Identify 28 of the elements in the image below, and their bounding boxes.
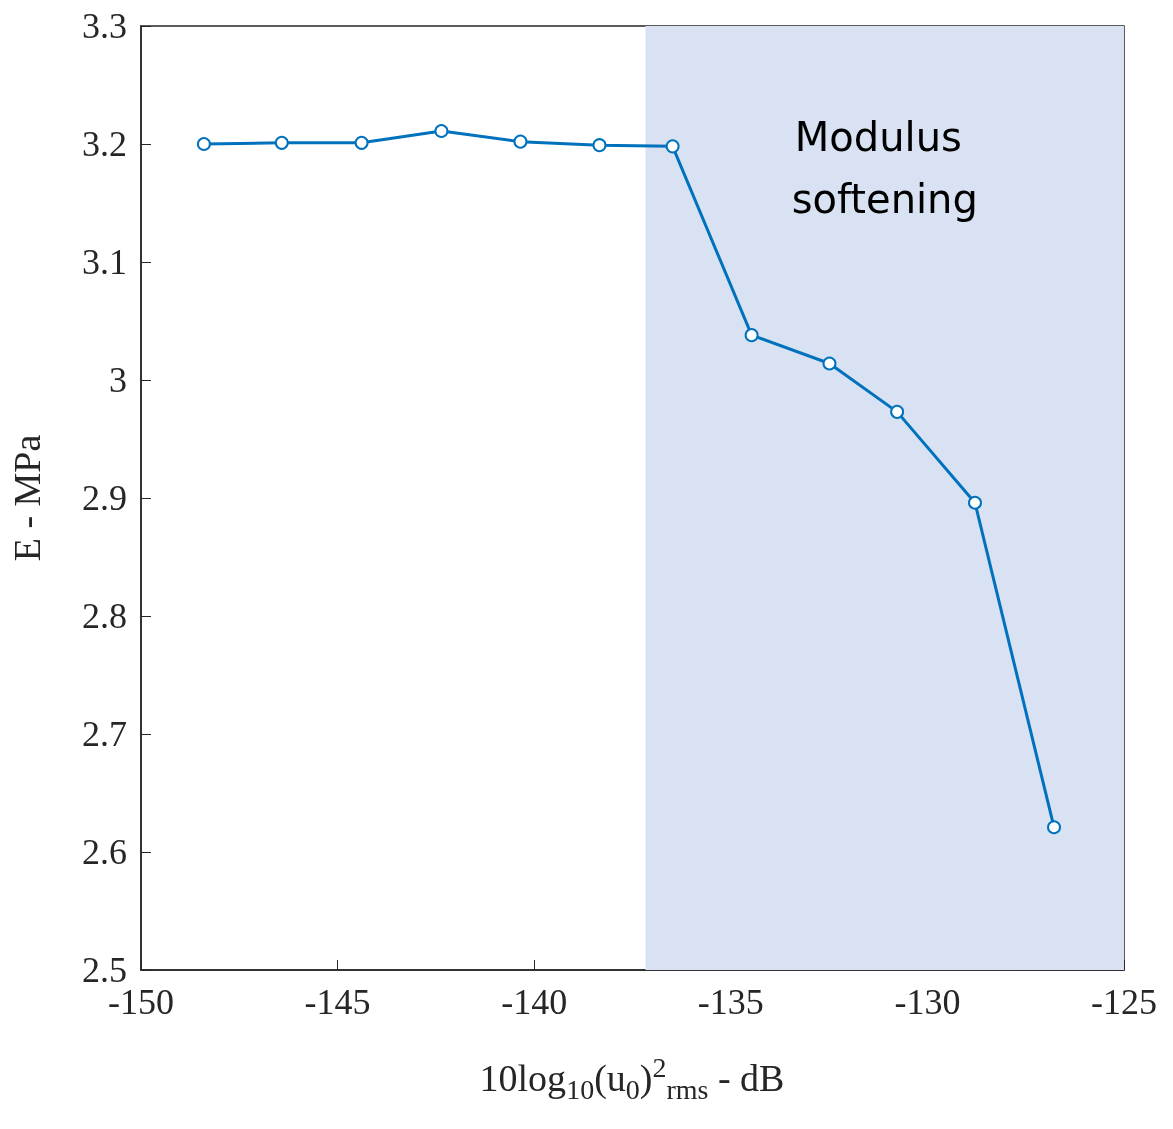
y-tick-label: 3.2 bbox=[82, 124, 127, 164]
x-tick-label: -145 bbox=[304, 982, 371, 1022]
band-label: Modulus softening bbox=[791, 114, 978, 222]
x-tick-label: -140 bbox=[501, 982, 568, 1022]
x-axis-title: 10log$_{10}$(u$_{0}$)$^{2}$$_{rms}$ - dB bbox=[478, 1052, 786, 1107]
y-tick-label: 3.3 bbox=[82, 6, 127, 46]
y-tick-label: 2.6 bbox=[82, 832, 127, 872]
point bbox=[744, 328, 759, 343]
point bbox=[822, 356, 837, 371]
point bbox=[354, 135, 369, 150]
y-tick-label: 2.7 bbox=[82, 714, 127, 754]
point bbox=[434, 124, 449, 139]
point bbox=[513, 134, 528, 149]
point bbox=[196, 137, 211, 151]
point bbox=[890, 404, 905, 419]
y-tick-label: 2.9 bbox=[82, 478, 127, 518]
y-tick-label: 3 bbox=[109, 360, 127, 400]
point bbox=[665, 139, 680, 154]
point bbox=[274, 135, 289, 150]
x-tick-label: -135 bbox=[697, 982, 764, 1022]
x-tick-label: -130 bbox=[894, 982, 961, 1022]
y-tick-label: 3.1 bbox=[82, 242, 127, 282]
x-tick-label: -125 bbox=[1091, 982, 1157, 1022]
y-tick-label: 2.8 bbox=[82, 596, 127, 636]
y-axis-title: E - MPa bbox=[6, 434, 48, 562]
point bbox=[967, 495, 982, 510]
point bbox=[1047, 820, 1062, 835]
point bbox=[592, 138, 607, 153]
